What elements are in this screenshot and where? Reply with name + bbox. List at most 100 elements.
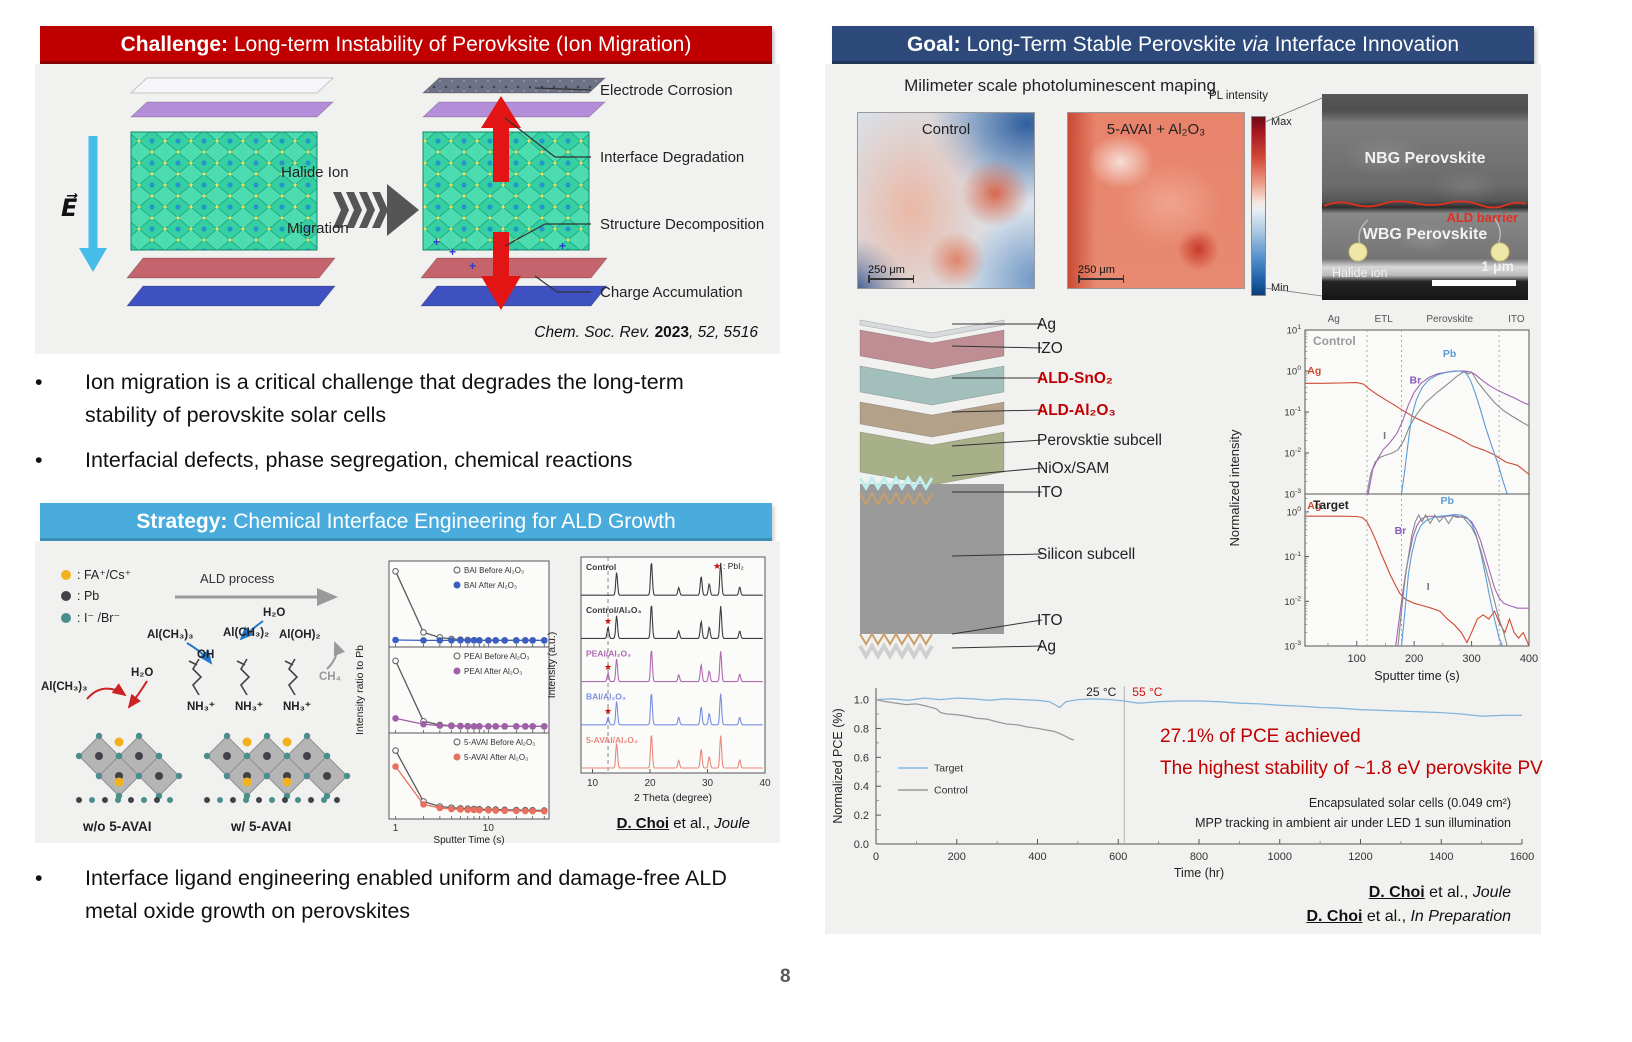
- svg-text:100: 100: [1287, 365, 1302, 377]
- challenge-illustration: + + + +: [79, 77, 608, 310]
- svg-text:+: +: [433, 235, 440, 249]
- fa-cs-dot-icon: [61, 569, 71, 580]
- strategy-citation: D. Choi et al., Joule: [617, 815, 750, 832]
- halide-dot-icon: [61, 612, 71, 623]
- challenge-header-text: Long-term Instability of Perovksite (Ion…: [228, 33, 692, 56]
- svg-text:0: 0: [873, 851, 879, 863]
- svg-text:Normalized intensity: Normalized intensity: [1227, 429, 1242, 547]
- svg-text:5-AVAI After Al₂O₃: 5-AVAI After Al₂O₃: [464, 753, 528, 762]
- svg-text:10: 10: [587, 778, 599, 789]
- strategy-diagram-art: [75, 588, 351, 803]
- svg-text:1: 1: [393, 823, 399, 834]
- pl-map-control-scalebar: 250 μm: [868, 264, 914, 283]
- svg-text:BAI/Al₂O₃: BAI/Al₂O₃: [586, 692, 626, 702]
- strategy-citation-journal: Joule: [714, 815, 750, 832]
- halide-ion-label: Halide Ion: [281, 164, 349, 181]
- svg-text:20: 20: [644, 778, 656, 789]
- svg-text:Control: Control: [586, 562, 616, 572]
- svg-text:400: 400: [1520, 653, 1538, 665]
- nh3-label-2: NH₃⁺: [235, 701, 263, 713]
- ald-barrier-line: [1323, 200, 1527, 262]
- strategy-header-prefix: Strategy:: [136, 510, 228, 533]
- scalebar-line: [1078, 275, 1124, 283]
- svg-text:0.8: 0.8: [854, 723, 869, 735]
- pce-achievement-note: 27.1% of PCE achieved: [1160, 726, 1361, 747]
- svg-text:BAI After Al₂O₃: BAI After Al₂O₃: [464, 581, 517, 590]
- strategy-citation-authors: D. Choi: [616, 815, 670, 832]
- svg-text:★: ★: [713, 561, 721, 571]
- svg-text:Sputter time (s): Sputter time (s): [1374, 669, 1459, 683]
- callout-charge-accumulation: Charge Accumulation: [600, 284, 743, 301]
- e-field-label: E⃗: [61, 195, 78, 222]
- strategy-header-text: Chemical Interface Engineering for ALD G…: [227, 510, 676, 533]
- svg-text:PEAI/Al₂O₃: PEAI/Al₂O₃: [586, 648, 631, 658]
- tandem-stack-illustration: [858, 319, 1043, 660]
- encapsulation-note: Encapsulated solar cells (0.049 cm²): [1308, 796, 1511, 810]
- svg-text:Perovskite: Perovskite: [1426, 314, 1473, 325]
- svg-text:Ag: Ag: [1307, 365, 1321, 377]
- svg-text:0.4: 0.4: [854, 781, 869, 793]
- goal-header-via: via: [1241, 33, 1269, 56]
- svg-text:BAI Before Al₂O₃: BAI Before Al₂O₃: [464, 566, 524, 575]
- callout-interface-degradation: Interface Degradation: [600, 149, 745, 166]
- svg-text:1.0: 1.0: [854, 695, 869, 707]
- svg-text:10-1: 10-1: [1284, 406, 1301, 418]
- tma-blue-label: Al(CH₃)₃: [147, 629, 194, 641]
- legend-fa-cs: : FA⁺/Cs⁺: [61, 567, 131, 582]
- legend-fa-cs-label: : FA⁺/Cs⁺: [77, 568, 132, 582]
- nbg-perovskite-label: NBG Perovskite: [1364, 150, 1486, 167]
- stack-label-ito-bottom: ITO: [1037, 612, 1063, 629]
- svg-text:1200: 1200: [1348, 851, 1372, 863]
- stack-label-izo: IZO: [1037, 340, 1063, 357]
- strategy-citation-etal: et al.,: [669, 815, 715, 832]
- pl-map-control-scale-text: 250 μm: [868, 264, 905, 276]
- depth-profile-chart: Ag ETL Perovskite ITO 10-3 10-2 10-1 100 101 Ag Br…: [1225, 304, 1555, 684]
- goal-header-mid: Long-Term Stable Perovskite: [960, 33, 1242, 56]
- svg-text:10-2: 10-2: [1284, 596, 1301, 608]
- pl-map-target-scale-text: 250 μm: [1078, 264, 1115, 276]
- ald-process-label: ALD process: [200, 571, 275, 586]
- svg-text:Ag: Ag: [1307, 500, 1321, 512]
- challenge-figure-panel: + + + + E⃗ Halide Ion Migration Electrode C…: [35, 64, 780, 354]
- legend-pb-label: : Pb: [77, 589, 100, 603]
- svg-text:5-AVAI Before Al₂O₃: 5-AVAI Before Al₂O₃: [464, 738, 535, 747]
- challenge-header-prefix: Challenge:: [120, 33, 228, 56]
- svg-text:PEAI After Al₂O₃: PEAI After Al₂O₃: [464, 667, 522, 676]
- svg-text:Pb: Pb: [1443, 348, 1456, 360]
- svg-text:101: 101: [1287, 324, 1302, 336]
- svg-text:I: I: [1383, 430, 1386, 442]
- stack-label-ald-al2o3: ALD-Al₂O₃: [1037, 402, 1116, 419]
- svg-text:2 Theta (degree): 2 Theta (degree): [634, 792, 712, 804]
- sem-scalebar: [1432, 280, 1516, 286]
- goal-citation2-etal: et al.,: [1362, 908, 1411, 925]
- page-number: 8: [780, 966, 791, 987]
- svg-text:★: ★: [604, 706, 612, 716]
- svg-text:Intensity ratio to Pb: Intensity ratio to Pb: [354, 645, 366, 735]
- h2o-red-label: H₂O: [131, 667, 154, 679]
- goal-citation1-etal: et al.,: [1424, 884, 1473, 901]
- svg-text:10-3: 10-3: [1284, 640, 1301, 652]
- wo-5avai-label: w/o 5-AVAI: [83, 819, 152, 834]
- svg-text:200: 200: [1405, 653, 1423, 665]
- svg-text:Sputter Time (s): Sputter Time (s): [433, 835, 504, 846]
- goal-citation1-authors: D. Choi: [1368, 884, 1425, 901]
- stack-label-ito-top: ITO: [1037, 484, 1063, 501]
- svg-text:100: 100: [1348, 653, 1366, 665]
- stack-label-ag-bottom: Ag: [1037, 638, 1056, 655]
- legend-halide: : I⁻ /Br⁻: [61, 610, 131, 625]
- oh-label: OH: [197, 649, 215, 661]
- goal-citation2-journal: In Preparation: [1410, 908, 1511, 925]
- svg-text:Pb: Pb: [1441, 495, 1454, 507]
- svg-text:★: ★: [604, 616, 612, 626]
- goal-citation-joule: D. Choi et al., Joule: [1369, 884, 1511, 902]
- h2o-blue-label: H₂O: [263, 607, 286, 619]
- pl-mapping-title: Milimeter scale photoluminescent maping: [904, 76, 1216, 95]
- w-5avai-label: w/ 5-AVAI: [231, 819, 292, 834]
- goal-header-rest: Interface Innovation: [1268, 33, 1460, 56]
- svg-text:+: +: [469, 259, 476, 273]
- bullet-interfacial-defects: Interfacial defects, phase segregation, …: [35, 444, 785, 478]
- svg-text:+: +: [559, 239, 566, 253]
- wbg-perovskite-label: WBG Perovskite: [1362, 226, 1488, 243]
- challenge-citation: Chem. Soc. Rev. 2023, 52, 5516: [534, 324, 758, 342]
- challenge-header: Challenge: Long-term Instability of Pero…: [40, 26, 772, 64]
